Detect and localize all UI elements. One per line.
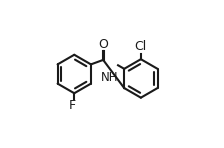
Text: F: F (69, 99, 76, 112)
Text: NH: NH (100, 71, 118, 84)
Text: Cl: Cl (135, 40, 147, 53)
Text: O: O (98, 38, 108, 51)
